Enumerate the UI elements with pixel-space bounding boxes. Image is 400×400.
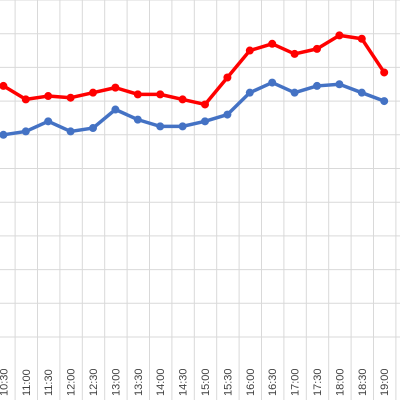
data-point (335, 80, 344, 89)
x-axis-tick-labels: 10:0010:3011:0011:3012:0012:3013:0013:30… (0, 368, 391, 396)
x-tick-label: 17:30 (312, 368, 324, 396)
series-line-1 (0, 33, 386, 107)
x-tick-label: 16:30 (267, 368, 279, 396)
x-tick-label: 16:00 (245, 368, 257, 396)
x-tick-label: 15:00 (200, 368, 212, 396)
data-point (223, 73, 232, 82)
x-tick-label: 19:00 (379, 368, 391, 396)
x-tick-label: 11:30 (43, 369, 55, 396)
data-point (0, 81, 8, 90)
data-point (156, 122, 165, 131)
data-point (380, 97, 389, 106)
data-point (357, 34, 366, 43)
horizontal-gridlines (0, 0, 400, 338)
series-layer (0, 31, 389, 139)
data-point (245, 88, 254, 97)
x-tick-label: 15:30 (222, 368, 234, 396)
x-tick-label: 12:30 (88, 368, 100, 396)
data-point (290, 88, 299, 97)
x-tick-label: 12:00 (66, 368, 78, 396)
data-point (44, 92, 53, 101)
data-point (357, 88, 366, 97)
data-point (89, 124, 97, 133)
data-point (268, 39, 277, 48)
data-point (223, 110, 232, 119)
data-point (178, 122, 187, 131)
x-tick-label: 18:00 (334, 368, 346, 396)
data-point (380, 68, 389, 77)
data-point (245, 46, 254, 55)
data-point (111, 83, 120, 92)
data-point (21, 95, 30, 104)
x-tick-label: 13:30 (133, 368, 145, 396)
x-tick-label: 14:00 (155, 368, 167, 396)
data-point (201, 100, 209, 109)
data-point (0, 130, 8, 139)
data-point (290, 49, 299, 58)
data-point (335, 31, 344, 40)
data-point (133, 115, 142, 124)
data-point (44, 117, 53, 126)
data-point (133, 90, 142, 99)
vertical-gridlines (14, 0, 397, 400)
data-point (89, 88, 97, 97)
data-point (66, 93, 75, 102)
data-point (178, 95, 187, 104)
x-tick-label: 10:30 (0, 368, 10, 396)
data-point (111, 105, 120, 114)
data-point (201, 117, 209, 126)
x-tick-label: 11:00 (21, 369, 33, 396)
x-tick-label: 17:00 (290, 368, 302, 396)
data-point (313, 81, 321, 90)
data-point (156, 90, 165, 99)
data-point (313, 44, 321, 53)
data-point (268, 78, 277, 87)
series-line-2 (0, 80, 386, 137)
data-point (21, 127, 30, 136)
x-tick-label: 18:30 (357, 368, 369, 396)
x-tick-label: 14:30 (178, 368, 190, 396)
x-tick-label: 13:00 (110, 368, 122, 396)
data-point (66, 127, 75, 136)
